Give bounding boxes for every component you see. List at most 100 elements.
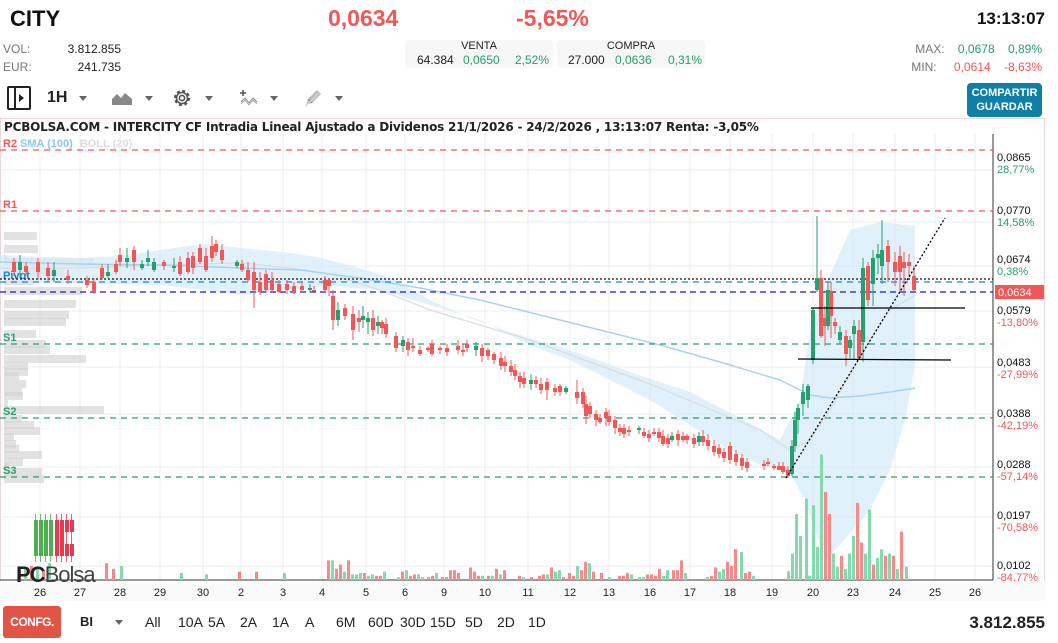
compra-box: COMPRA 27.000 0,0636 0,31% [557,40,705,68]
eur-stat: EUR: 241.735 [3,60,121,74]
drawing-dropdown[interactable] [303,84,343,112]
gear-icon [173,89,191,107]
level-label-r2: R2 [3,138,17,150]
date-tick: 24 [889,587,901,599]
panel-toggle-button[interactable] [7,84,31,112]
pct-tick: -42,19% [997,420,1038,432]
date-tick: 2 [238,587,244,599]
range-1a[interactable]: 1A [272,614,290,630]
date-tick: 20 [807,587,819,599]
min-stat: MIN: 0,0614 -8,63% [911,60,1042,74]
venta-price: 0,0650 [463,53,500,67]
quote-header: CITY 0,0634 -5,65% 13:13:07 VOL: 3.812.8… [0,0,1058,80]
max-value: 0,0678 [957,42,995,56]
date-tick: 4 [319,587,325,599]
range-5a[interactable]: 5A [208,614,226,630]
range-all[interactable]: All [145,614,161,630]
level-label-s1: S1 [3,332,16,344]
pct-tick: 0,38% [997,266,1028,278]
config-button[interactable]: CONFG. [3,606,61,638]
interval-dropdown[interactable]: 1H [47,84,88,112]
share-label: COMPARTIR [971,87,1038,99]
current-price-tag [995,285,1044,299]
logo-text: PCBolsa [16,562,96,587]
chevron-down-icon [79,95,88,101]
candlesticks [12,216,916,478]
date-tick: 29 [154,587,166,599]
range-a[interactable]: A [305,614,315,630]
legend-sma[interactable]: SMA (100) [20,138,73,150]
compra-pct: 0,31% [668,53,703,67]
chevron-down-icon [114,620,123,626]
trend-line [785,217,946,479]
price-tick: 0,0197 [997,510,1031,522]
date-tick: 12 [564,587,576,599]
change-percent: -5,65% [516,5,589,31]
chevron-down-icon [335,95,343,101]
date-tick: 11 [522,587,533,599]
date-tick: 3 [280,587,286,599]
interval-label: 1H [47,89,68,106]
current-price-tag-text: 0,0634 [998,287,1032,299]
range-30d[interactable]: 30D [400,614,426,630]
quote-time: 13:13:07 [976,9,1045,28]
compra-price: 0,0636 [615,53,652,67]
volume-bars [18,454,908,580]
date-tick: 16 [644,587,656,599]
date-tick: 19 [766,587,778,599]
date-tick: 17 [684,587,696,599]
range-60d[interactable]: 60D [368,614,394,630]
range-15d[interactable]: 15D [430,614,456,630]
min-value: 0,0614 [953,60,991,74]
range-5d[interactable]: 5D [465,614,483,630]
price-tick: 0,0388 [997,408,1031,420]
chevron-down-icon [145,95,153,101]
date-tick: 5 [363,587,369,599]
min-label: MIN: [911,60,937,74]
range-1d[interactable]: 1D [528,614,546,630]
range-10a[interactable]: 10A [178,614,203,630]
price-tick: 0,0865 [997,152,1031,164]
legend-boll[interactable]: BOLL (20) [79,138,133,150]
date-tick: 25 [929,587,941,599]
price-tick: 0,0288 [997,459,1031,471]
total-volume: 3.812.855 [969,613,1045,632]
share-save-button[interactable]: COMPARTIR GUARDAR [967,83,1042,117]
price-tick: 0,0770 [997,205,1031,217]
volume-value: 3.812.855 [67,42,121,56]
bi-label: BI [80,614,93,629]
indicators-dropdown[interactable] [238,84,278,112]
date-axis[interactable]: 26 27 28 29 30 2 3 4 5 6 9 10 11 12 13 16 17 18 19 20 23 24 25… [0,581,1045,601]
date-tick: 10 [479,587,491,599]
area-chart-icon [112,93,132,105]
range-2d[interactable]: 2D [497,614,515,630]
venta-box: VENTA 64.384 0,0650 2,52% [405,40,553,68]
level-label-s2: S2 [3,406,16,418]
range-2a[interactable]: 2A [240,614,258,630]
range-6m[interactable]: 6M [336,614,356,630]
date-tick: 26 [34,587,46,599]
chart-toolbar: 1H [0,84,960,114]
pcbolsa-logo: PCBolsa [16,514,97,587]
indicator-legend: SMA (100) BOLL (20) [20,138,132,150]
date-tick: 9 [441,587,447,599]
chart-type-dropdown[interactable] [111,84,153,112]
venta-qty: 64.384 [417,53,454,67]
level-label-r1: R1 [3,199,17,211]
price-tick: 0,0579 [997,305,1031,317]
settings-dropdown[interactable] [171,84,213,112]
max-stat: MAX: 0,0678 0,89% [915,42,1042,56]
date-tick: 30 [197,587,209,599]
eur-value: 241.735 [77,60,121,74]
pct-tick: -70,58% [997,522,1038,534]
bi-dropdown[interactable]: BI [80,614,123,629]
pencil-icon [304,90,321,108]
footer-bar: CONFG. BI All 10A 5A 2A 1A A 6M 60D 30D 15D 5D 2D 1D… [0,604,1058,643]
last-price: 0,0634 [328,5,399,31]
date-tick: 26 [969,587,981,599]
price-tick: 0,0674 [997,254,1031,266]
chart-frame [0,118,1045,601]
horizontal-line [797,358,952,361]
